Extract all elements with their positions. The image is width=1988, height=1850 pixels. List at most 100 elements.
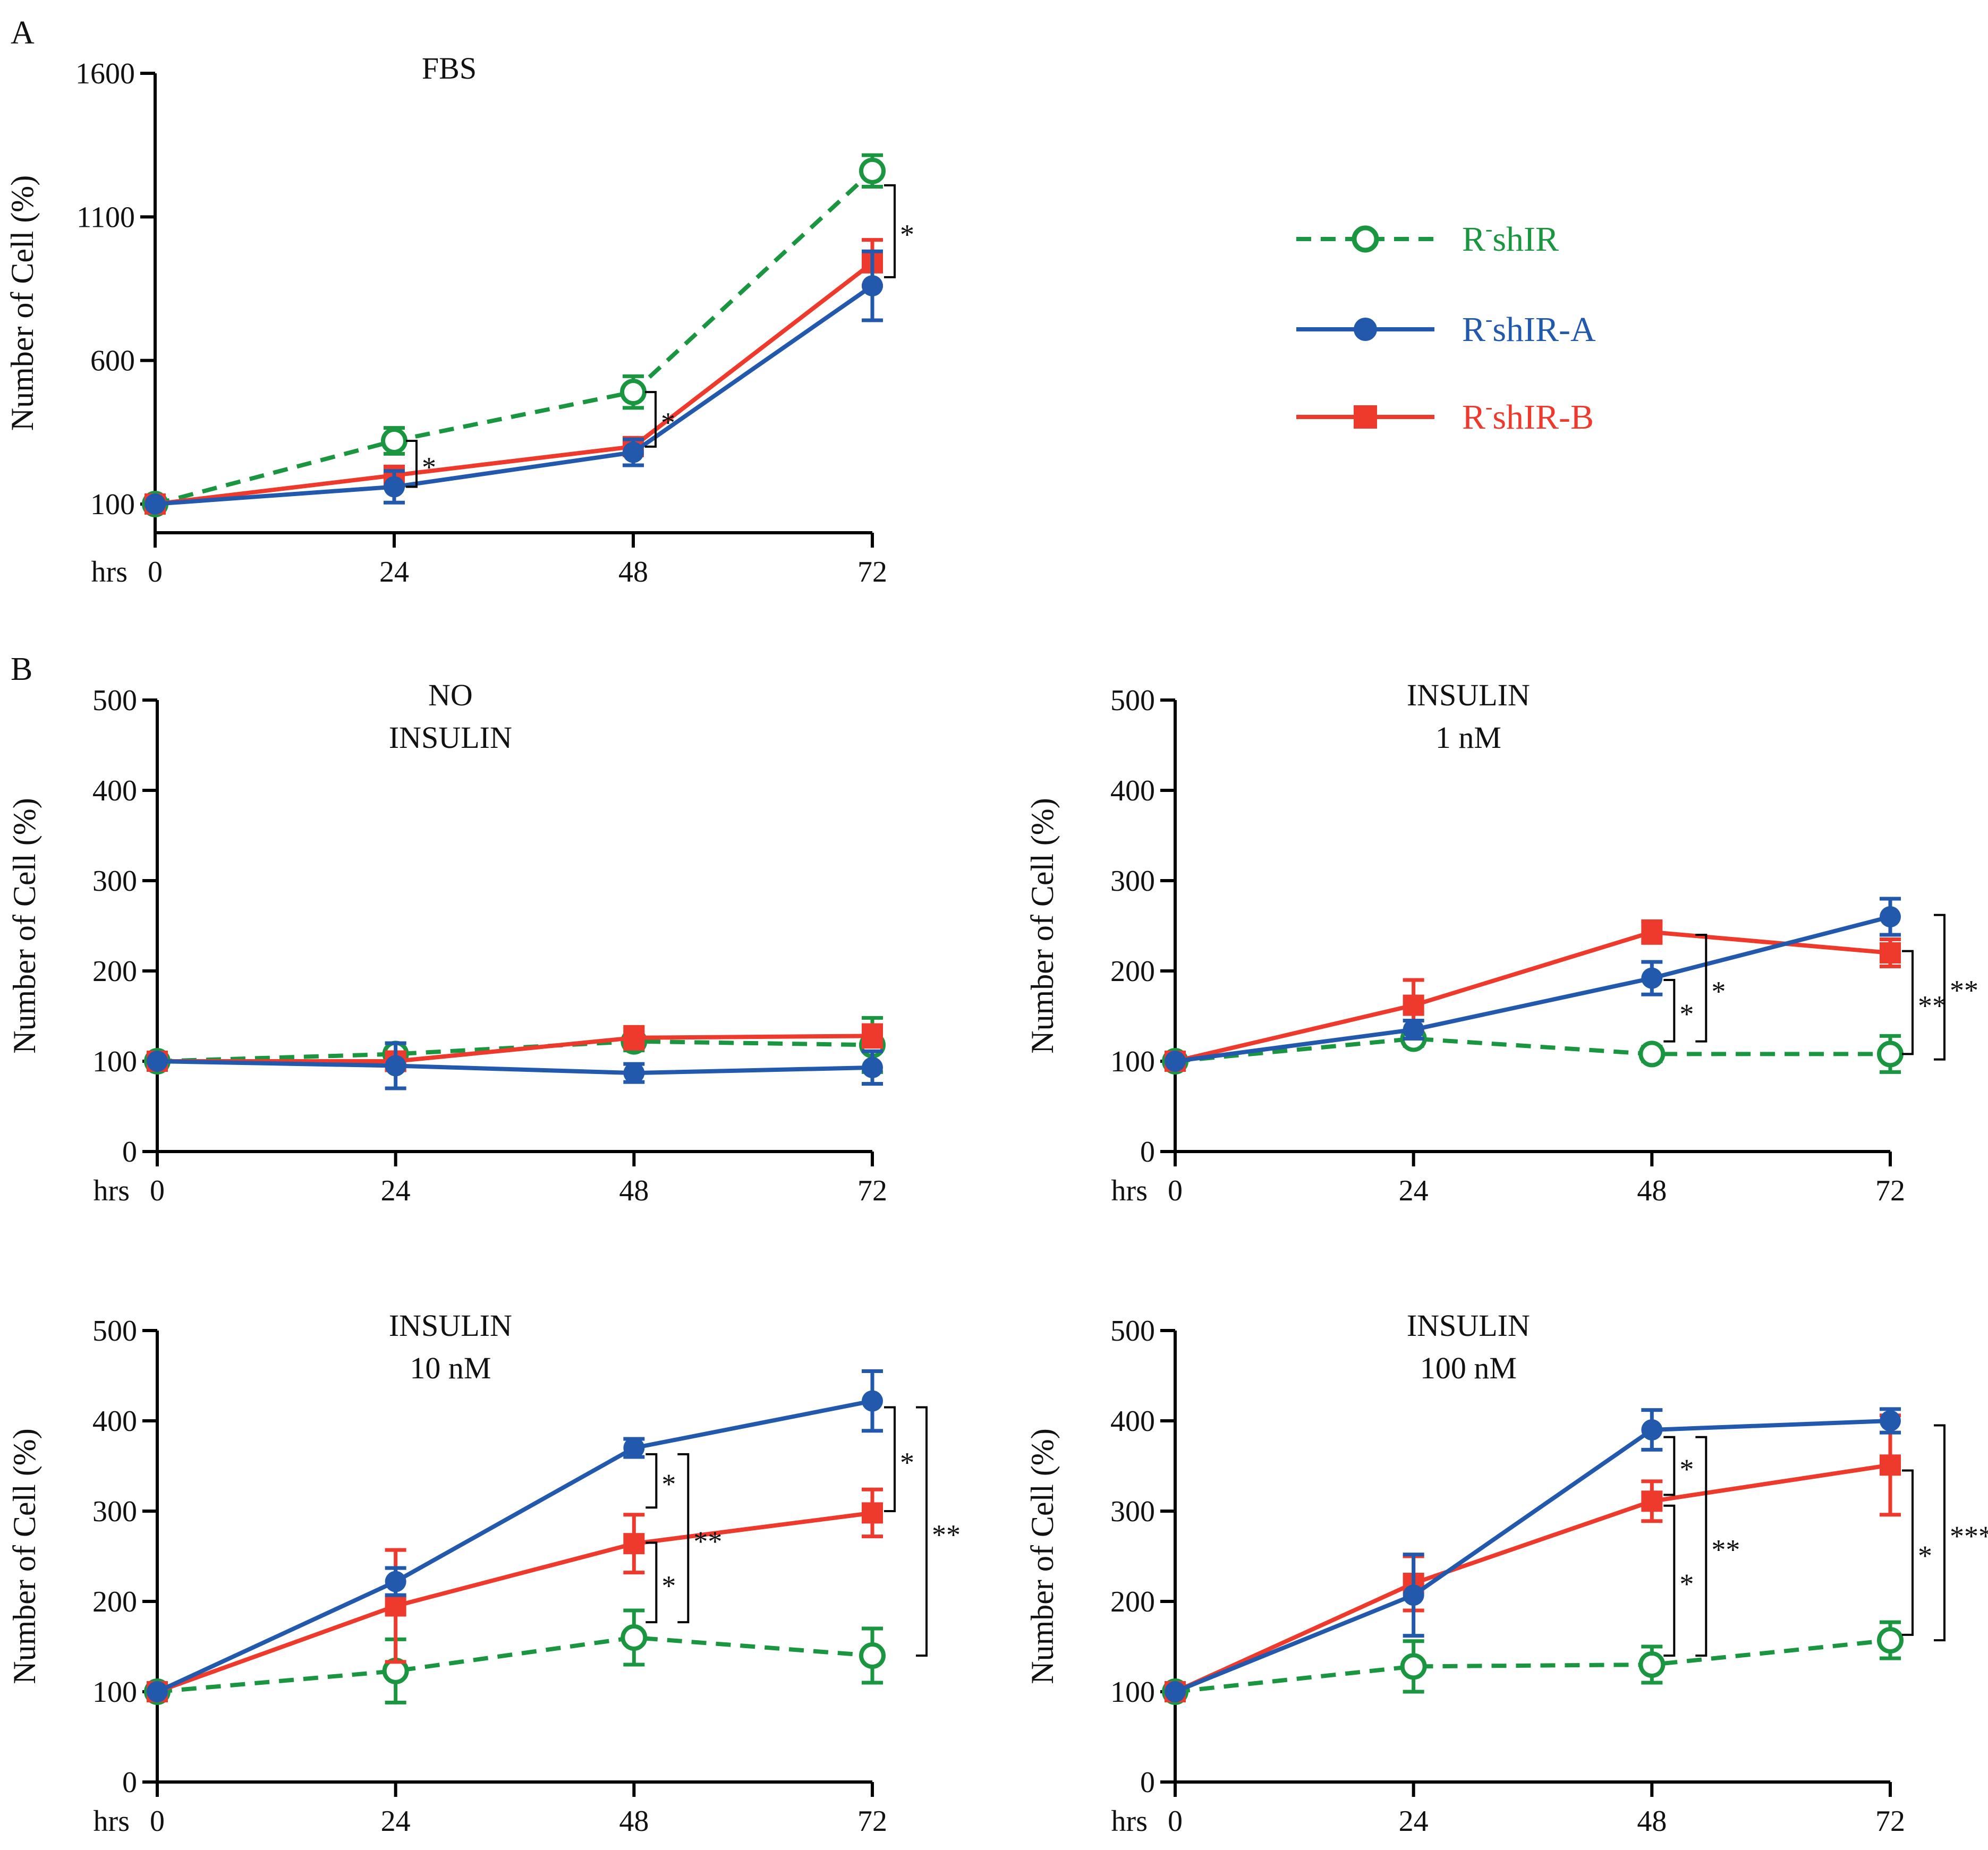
y-axis-label: Number of Cell (%)	[5, 175, 40, 431]
x-tick-label: 24	[379, 556, 409, 589]
chart-title-line: INSULIN	[1407, 678, 1530, 712]
data-point	[1165, 1681, 1186, 1702]
series-line	[1175, 1036, 1890, 1063]
significance-bracket: *	[406, 440, 436, 488]
chart-insulin-10nm: 0 100 200 300 400 500 0 24 48 72 hrs Number of Cell…	[7, 1308, 961, 1838]
significance-bracket: *	[1695, 934, 1726, 1043]
series-line	[154, 169, 874, 506]
significance-bracket: ***	[1934, 1424, 1988, 1642]
significance-label: ***	[1950, 1520, 1988, 1552]
panel-label-b: B	[11, 651, 32, 687]
x-tick-label: 24	[1399, 1805, 1429, 1838]
significance-bracket: *	[884, 1406, 914, 1512]
bracket-line	[1902, 950, 1914, 1055]
series-line	[1175, 930, 1891, 1063]
data-point	[1403, 994, 1424, 1016]
y-axis-label: Number of Cell (%)	[7, 798, 42, 1054]
data-point	[862, 275, 883, 297]
bracket-line	[884, 184, 896, 278]
x-axis-label: hrs	[1111, 1805, 1148, 1838]
y-tick-label: 200	[1110, 955, 1155, 988]
y-tick-label: 300	[92, 1495, 137, 1528]
series-line	[157, 1059, 873, 1076]
significance-bracket: *	[1663, 979, 1694, 1043]
data-point	[1641, 1419, 1663, 1440]
series-r-shir-a	[147, 1369, 883, 1702]
y-tick-label: 200	[92, 955, 137, 988]
data-point	[381, 428, 407, 454]
significance-label: **	[693, 1525, 722, 1557]
data-point	[1880, 1410, 1901, 1431]
significance-bracket: *	[645, 1453, 676, 1509]
y-tick-label: 100	[92, 1045, 137, 1078]
y-tick-label: 500	[1110, 1315, 1155, 1348]
data-point	[623, 1062, 645, 1084]
bracket-line	[645, 391, 657, 448]
x-tick-label: 0	[1168, 1805, 1183, 1838]
series-line	[156, 1399, 873, 1694]
x-tick-label: 0	[150, 1805, 165, 1838]
bracket-line	[1695, 934, 1707, 1043]
significance-bracket: **	[1902, 950, 1947, 1055]
series-r-shir-b	[147, 1487, 883, 1702]
y-tick-label: 0	[122, 1766, 137, 1799]
bracket-line	[1934, 1424, 1945, 1642]
data-point	[862, 1056, 883, 1078]
significance-bracket: *	[1663, 1436, 1694, 1496]
data-point	[385, 1571, 406, 1592]
significance-bracket: **	[916, 1406, 961, 1657]
significance-label: **	[932, 1519, 961, 1550]
y-tick-label: 200	[1110, 1585, 1155, 1618]
significance-label: *	[661, 1468, 676, 1500]
y-tick-label: 0	[1140, 1136, 1155, 1169]
legend-label-r-shir-a: R-shIR-A	[1462, 307, 1596, 349]
significance-bracket: **	[1695, 1436, 1740, 1657]
legend-marker-open-circle	[1352, 225, 1379, 253]
series-r-shir-b	[145, 238, 883, 515]
significance-bracket: *	[1663, 1504, 1694, 1657]
series-line	[1175, 915, 1891, 1063]
y-tick-label: 300	[92, 865, 137, 898]
x-tick-label: 24	[381, 1174, 411, 1207]
bracket-line	[1663, 979, 1676, 1043]
chart-insulin-1nm: 0 100 200 300 400 500 0 24 48 72 hrs Number of Cell…	[1025, 678, 1978, 1207]
data-point	[862, 1390, 883, 1412]
significance-label: *	[900, 218, 914, 250]
x-tick-label: 0	[148, 556, 163, 589]
data-point	[384, 476, 405, 498]
series-line	[155, 284, 874, 506]
legend-marker-filled-circle	[1354, 318, 1377, 341]
significance-label: *	[1711, 975, 1726, 1007]
series-r-shir	[1162, 1620, 1904, 1705]
data-point	[623, 441, 644, 463]
y-tick-label: 200	[92, 1585, 137, 1618]
significance-label: **	[1950, 975, 1978, 1007]
y-tick-label: 100	[1110, 1045, 1155, 1078]
data-point	[1877, 1627, 1904, 1654]
chart-insulin-100nm: 0 100 200 300 400 500 0 24 48 72 hrs Number of Cell…	[1025, 1308, 1988, 1838]
y-tick-label: 0	[122, 1136, 137, 1169]
bracket-line	[406, 440, 418, 488]
y-tick-label: 100	[1110, 1676, 1155, 1709]
y-tick-label: 400	[1110, 774, 1155, 807]
series-line	[156, 1511, 873, 1694]
series-line	[1174, 1419, 1891, 1694]
x-axis-label: hrs	[94, 1805, 130, 1838]
data-point	[1403, 1584, 1424, 1606]
data-point	[1877, 1041, 1904, 1068]
data-point	[1400, 1653, 1427, 1680]
bracket-line	[1663, 1436, 1676, 1496]
bracket-line	[645, 1453, 658, 1509]
series-line	[1174, 1463, 1891, 1694]
chart-no-insulin: 0 100 200 300 400 500 0 24 48 72 hrs Number of Cell…	[7, 678, 887, 1207]
chart-title-line: INSULIN	[389, 1308, 512, 1343]
significance-bracket: **	[1934, 914, 1978, 1061]
data-point	[620, 379, 647, 406]
significance-label: *	[1679, 998, 1694, 1030]
legend-entry-r-shir: R-shIR	[1296, 217, 1559, 259]
data-point	[1641, 967, 1663, 989]
y-tick-label: 300	[1110, 865, 1155, 898]
legend: R-shIR R-shIR-A R-shIR-B	[1296, 217, 1596, 437]
significance-bracket: **	[677, 1453, 722, 1624]
x-tick-label: 48	[618, 556, 648, 589]
